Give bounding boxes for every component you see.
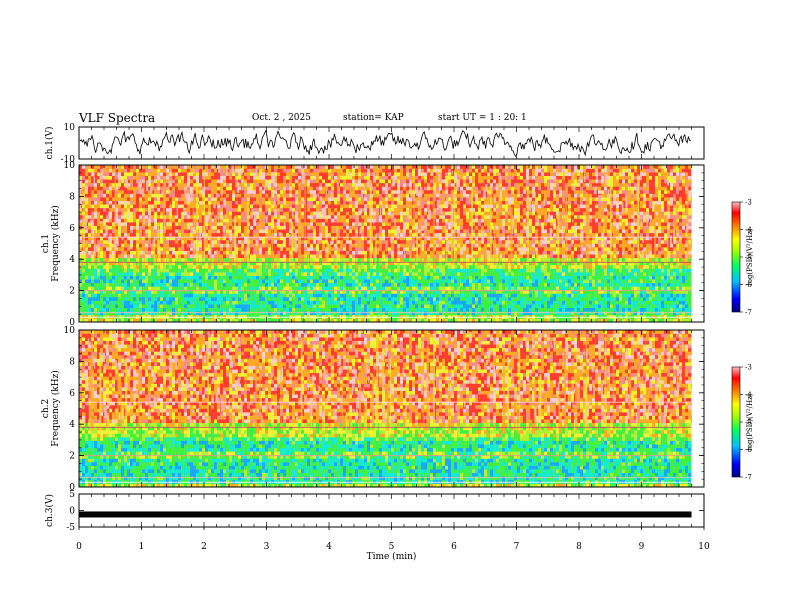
ch1-spectrogram-heatmap	[79, 165, 692, 323]
start-ut-label: start UT = 1 : 20: 1	[438, 113, 527, 123]
chart-title: VLF Spectra	[79, 111, 156, 125]
date-label: Oct. 2 , 2025	[252, 113, 311, 123]
station-label: station= KAP	[343, 113, 404, 123]
